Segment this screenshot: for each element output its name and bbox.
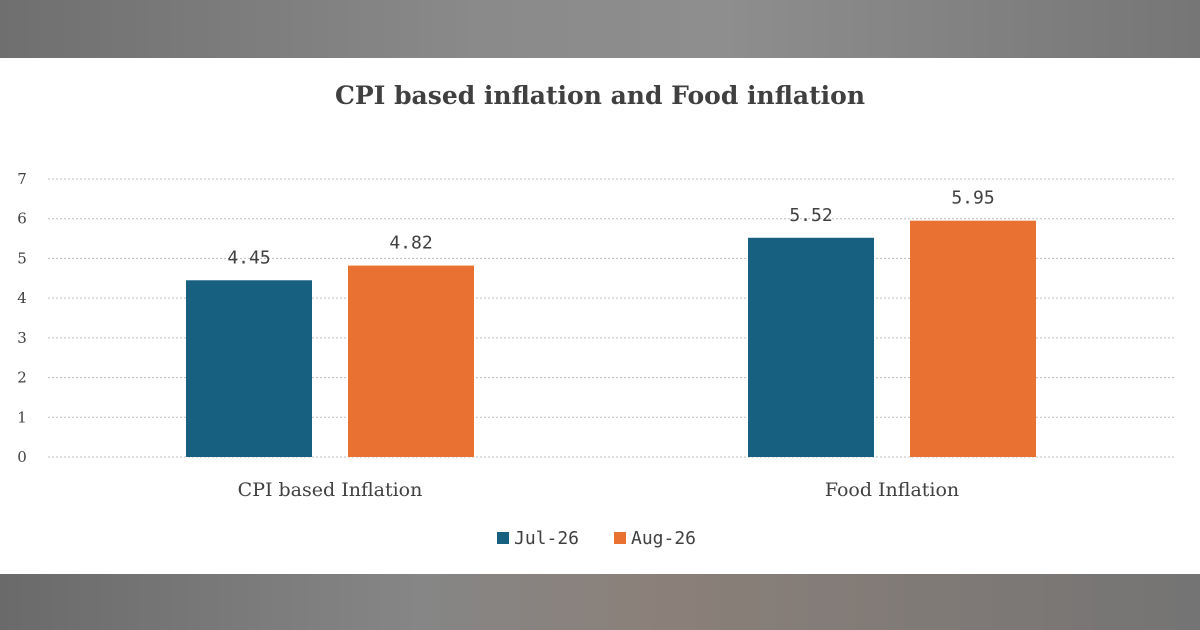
- legend: Jul-26 Aug-26: [497, 528, 696, 549]
- data-label: 5.95: [951, 188, 994, 209]
- category-labels: CPI based Inflation Food Inflation: [238, 479, 960, 501]
- y-tick-label: 6: [17, 210, 27, 228]
- y-tick-label: 3: [17, 329, 27, 347]
- y-tick-label: 2: [17, 369, 27, 387]
- y-tick-label: 1: [17, 408, 27, 426]
- bar-jul-26-2: [748, 237, 874, 457]
- y-tick-label: 5: [17, 249, 27, 267]
- bottom-blur-band: [0, 574, 1200, 630]
- legend-label: Aug-26: [631, 528, 696, 549]
- chart-title: CPI based inflation and Food inflation: [335, 81, 865, 110]
- bar-aug-26-1: [348, 265, 474, 457]
- data-label: 5.52: [789, 205, 832, 226]
- bar-jul-26-1: [186, 280, 312, 457]
- data-label: 4.45: [227, 247, 270, 268]
- y-axis-ticks: 0 1 2 3 4 5 6 7: [17, 170, 27, 466]
- y-tick-label: 4: [17, 289, 27, 307]
- legend-swatch-jul-26: [497, 532, 509, 544]
- y-tick-label: 0: [17, 448, 27, 466]
- data-label: 4.82: [389, 233, 432, 254]
- legend-swatch-aug-26: [614, 532, 626, 544]
- y-tick-label: 7: [17, 170, 27, 188]
- bars: [186, 220, 1036, 457]
- bar-aug-26-2: [910, 220, 1036, 457]
- legend-label: Jul-26: [514, 528, 579, 549]
- data-labels: 4.45 4.82 5.52 5.95: [227, 188, 994, 269]
- category-label: Food Inflation: [825, 479, 959, 501]
- top-blur-band: [0, 0, 1200, 58]
- category-label: CPI based Inflation: [238, 479, 423, 501]
